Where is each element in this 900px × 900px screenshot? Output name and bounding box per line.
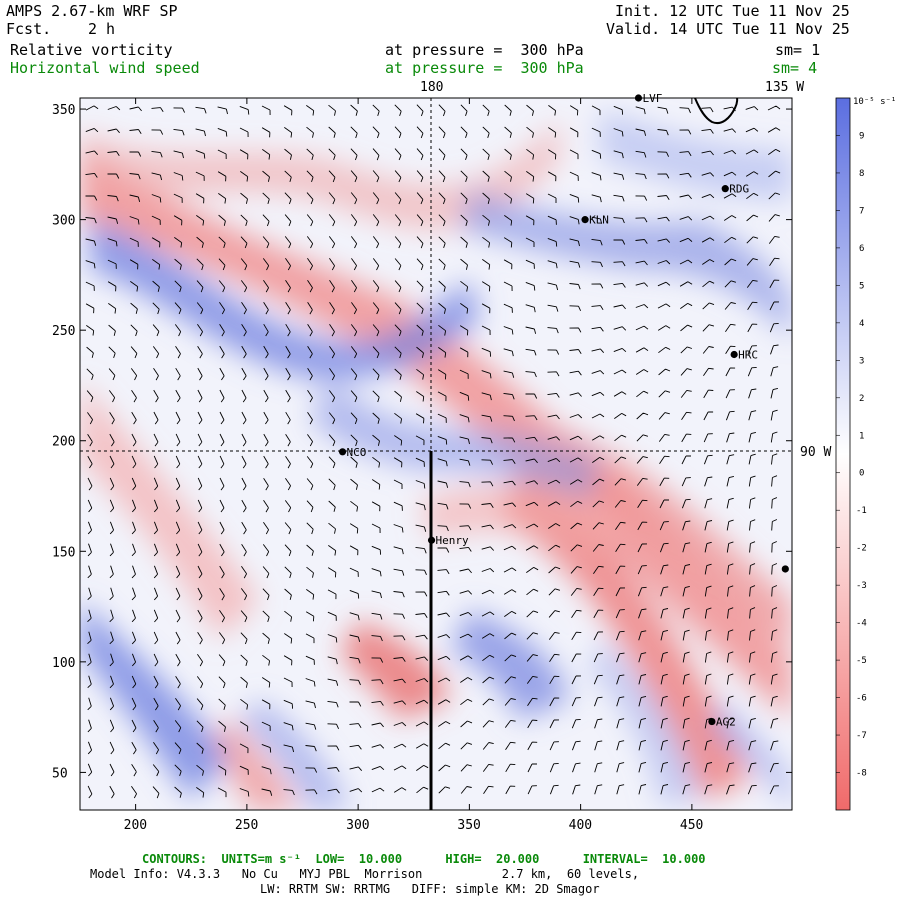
- y-tick-label: 250: [52, 324, 75, 339]
- colorbar-label: -8: [856, 769, 867, 779]
- station-marker: [730, 350, 738, 359]
- station-marker: [781, 565, 789, 573]
- x-tick-label: 300: [346, 818, 369, 833]
- colorbar-label: 5: [859, 281, 864, 291]
- colorbar-label: 4: [859, 319, 864, 329]
- colorbar-label: 9: [859, 131, 864, 141]
- colorbar-label: 1: [859, 431, 864, 441]
- station-label: HRC: [738, 348, 758, 361]
- colorbar: 10⁻⁵ s⁻¹ 9 8 7 6 5 4 3 2 1 0 -1 -2 -3 -4 -5 -6 -7 -8: [835, 97, 896, 811]
- valid-time: Valid. 14 UTC Tue 11 Nov 25: [606, 20, 850, 38]
- station-marker: [338, 448, 347, 456]
- meridian-label: 180: [420, 80, 443, 95]
- x-tick-label: 200: [124, 818, 147, 833]
- field2-level: at pressure = 300 hPa: [385, 59, 584, 77]
- wind-barb-set: [85, 104, 781, 799]
- field2-smoothing: sm= 4: [772, 59, 818, 77]
- plot-frame: [79, 97, 793, 811]
- colorbar-ramp: [835, 97, 851, 811]
- colorbar-label: 7: [859, 206, 864, 216]
- field1-smoothing: sm= 1: [775, 41, 821, 59]
- meridian-label-2: 135 W: [765, 80, 804, 95]
- colorbar-label: -7: [856, 731, 867, 741]
- axis-ticks: 200 250 300 350 400 450 50 100 150 200 250 300 350: [52, 98, 792, 833]
- model-info-physics: LW: RRTM SW: RRTMG DIFF: simple KM: 2D S…: [260, 882, 600, 896]
- colorbar-label: 8: [859, 169, 864, 179]
- y-tick-label: 300: [52, 214, 75, 229]
- colorbar-label: -6: [856, 694, 867, 704]
- forecast-label: Fcst.: [6, 20, 52, 38]
- colorbar-label: 2: [859, 394, 864, 404]
- colorbar-label: -3: [856, 581, 867, 591]
- colorbar-label: 6: [859, 244, 864, 254]
- x-tick-label: 250: [235, 818, 258, 833]
- colorbar-label: 3: [859, 356, 864, 366]
- x-tick-label: 350: [457, 818, 480, 833]
- colorbar-label: -1: [856, 506, 867, 516]
- wind-barbs: [85, 104, 781, 799]
- colorbar-label: -2: [856, 544, 867, 554]
- field2-name: Horizontal wind speed: [10, 59, 200, 77]
- colorbar-unit: 10⁻⁵ s⁻¹: [853, 97, 896, 107]
- station-marker: [581, 216, 589, 224]
- station-label: RDG: [729, 183, 749, 196]
- field1-name: Relative vorticity: [10, 41, 173, 59]
- station-label: NCO: [347, 446, 367, 459]
- init-time: Init. 12 UTC Tue 11 Nov 25: [615, 2, 850, 20]
- y-tick-label: 350: [52, 103, 75, 118]
- station-label: LVF: [642, 92, 662, 105]
- x-tick-label: 400: [569, 818, 592, 833]
- colorbar-label: 0: [859, 469, 864, 479]
- field1-level: at pressure = 300 hPa: [385, 41, 584, 59]
- y-tick-label: 200: [52, 435, 75, 450]
- station-marker: [634, 94, 643, 102]
- station-label: KLN: [589, 214, 609, 227]
- parallel-label: 90 W: [800, 445, 831, 460]
- y-tick-label: 150: [52, 545, 75, 560]
- x-tick-label: 450: [680, 818, 703, 833]
- coastline: [694, 98, 739, 124]
- forecast-value: 2 h: [88, 20, 116, 38]
- station-marker: [708, 717, 716, 726]
- contour-info: CONTOURS: UNITS=m s⁻¹ LOW= 10.000 HIGH= …: [142, 852, 706, 866]
- station-markers: LVF RDG KLN HRC NCO Henry AG2: [338, 92, 789, 729]
- y-tick-label: 100: [52, 656, 75, 671]
- model-info: Model Info: V4.3.3 No Cu MYJ PBL Morriso…: [90, 867, 640, 881]
- station-marker: [721, 185, 729, 193]
- model-title: AMPS 2.67-km WRF SP: [6, 2, 178, 20]
- station-marker: [427, 536, 436, 544]
- colorbar-label: -5: [856, 656, 867, 666]
- station-label: Henry: [436, 534, 469, 547]
- vorticity-field: [80, 98, 792, 810]
- station-label: AG2: [716, 716, 736, 729]
- y-tick-label: 50: [52, 766, 68, 781]
- colorbar-label: -4: [856, 619, 867, 629]
